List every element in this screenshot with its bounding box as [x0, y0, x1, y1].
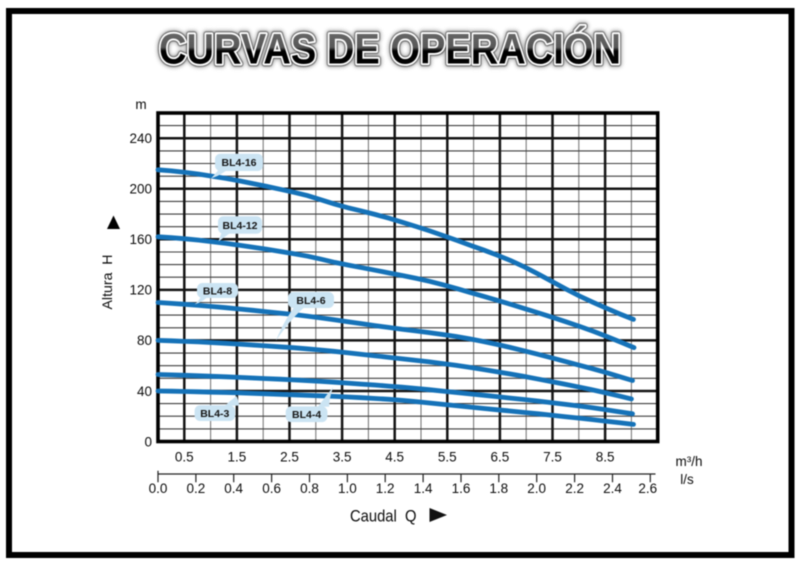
svg-text:m: m — [135, 97, 146, 112]
svg-text:4.5: 4.5 — [385, 450, 404, 465]
svg-text:2.6: 2.6 — [638, 481, 657, 496]
svg-text:7.5: 7.5 — [543, 450, 562, 465]
svg-text:CURVAS DE OPERACIÓN: CURVAS DE OPERACIÓN — [159, 24, 621, 73]
svg-text:2.0: 2.0 — [527, 481, 546, 496]
svg-text:0.2: 0.2 — [187, 481, 206, 496]
svg-text:2.2: 2.2 — [565, 481, 584, 496]
svg-text:1.4: 1.4 — [414, 481, 433, 496]
svg-text:1.0: 1.0 — [338, 481, 357, 496]
svg-text:1.8: 1.8 — [489, 481, 508, 496]
svg-text:200: 200 — [129, 182, 152, 197]
svg-text:120: 120 — [129, 283, 152, 298]
svg-text:5.5: 5.5 — [438, 450, 457, 465]
svg-text:160: 160 — [129, 232, 152, 247]
svg-text:0: 0 — [144, 434, 152, 449]
svg-text:0.6: 0.6 — [262, 481, 281, 496]
svg-text:80: 80 — [137, 333, 152, 348]
svg-text:1.2: 1.2 — [376, 481, 395, 496]
svg-text:8.5: 8.5 — [596, 450, 615, 465]
svg-text:BL4-16: BL4-16 — [221, 157, 256, 169]
svg-text:BL4-8: BL4-8 — [203, 285, 232, 297]
svg-text:CURVAS DE OPERACIÓN: CURVAS DE OPERACIÓN — [159, 24, 621, 73]
svg-text:CURVAS DE OPERACIÓN: CURVAS DE OPERACIÓN — [159, 24, 621, 73]
svg-text:BL4-4: BL4-4 — [292, 409, 321, 421]
svg-text:Caudal Q: Caudal Q — [350, 508, 417, 526]
svg-text:1.6: 1.6 — [452, 481, 471, 496]
svg-text:6.5: 6.5 — [491, 450, 510, 465]
svg-text:3.5: 3.5 — [333, 450, 352, 465]
svg-text:0.4: 0.4 — [224, 481, 243, 496]
svg-text:2.4: 2.4 — [603, 481, 622, 496]
svg-text:1.5: 1.5 — [228, 450, 247, 465]
svg-text:0.8: 0.8 — [300, 481, 319, 496]
svg-text:BL4-12: BL4-12 — [222, 220, 257, 232]
svg-text:CURVAS DE OPERACIÓN: CURVAS DE OPERACIÓN — [159, 24, 621, 73]
svg-text:l/s: l/s — [680, 472, 694, 487]
svg-text:40: 40 — [137, 384, 152, 399]
svg-text:BL4-3: BL4-3 — [200, 408, 229, 420]
svg-text:0.0: 0.0 — [149, 481, 168, 496]
svg-text:m³/h: m³/h — [676, 454, 703, 469]
svg-text:2.5: 2.5 — [280, 450, 299, 465]
svg-text:BL4-6: BL4-6 — [296, 295, 325, 307]
svg-text:0.5: 0.5 — [175, 450, 194, 465]
svg-text:Altura H: Altura H — [99, 255, 115, 310]
svg-text:240: 240 — [129, 131, 152, 146]
